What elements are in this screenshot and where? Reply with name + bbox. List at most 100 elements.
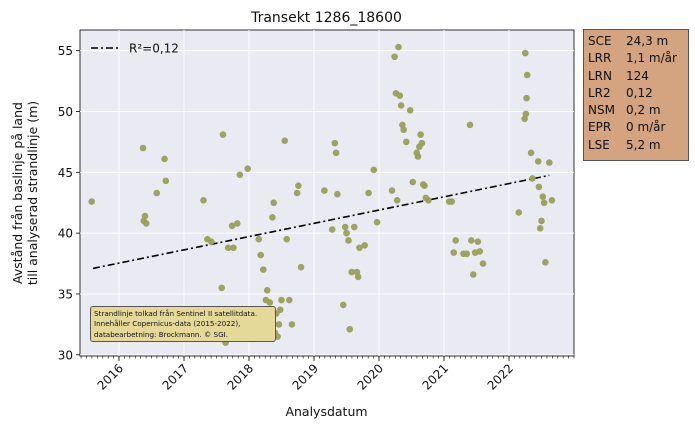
data-point: [244, 165, 251, 172]
data-point: [414, 153, 422, 160]
stats-value: 0,12: [626, 85, 653, 100]
stats-value: 1,1 m/år: [626, 51, 677, 66]
x-axis-label: Analysdatum: [285, 404, 367, 419]
stats-row-lr2: LR2 0,12: [588, 85, 688, 102]
data-source-note: Strandlinje tolkad från Sentinel II sate…: [90, 306, 276, 342]
data-point: [297, 263, 305, 271]
y-tick-label: 35: [58, 287, 73, 301]
stats-value: 24,3 m: [626, 34, 669, 48]
trend-line: [92, 174, 550, 270]
data-point: [143, 220, 150, 227]
data-point: [224, 244, 232, 252]
y-axis-label: Avstånd från baslinje på land till analy…: [10, 101, 40, 285]
data-point: [421, 182, 428, 190]
y-tick-label: 55: [58, 44, 73, 58]
y-tick-label: 30: [58, 348, 73, 362]
chart-title: Transekt 1286_18600: [250, 10, 402, 26]
data-point: [328, 226, 336, 233]
data-point: [523, 71, 531, 79]
stats-key: LRR: [588, 51, 612, 66]
data-point: [339, 301, 347, 309]
stats-value: 5,2 m: [626, 137, 661, 152]
data-point: [529, 175, 536, 182]
data-point: [523, 94, 530, 102]
data-point: [536, 224, 544, 232]
stats-value: 124: [626, 68, 649, 83]
data-point: [346, 325, 354, 333]
data-point: [270, 199, 278, 207]
y-tick-label: 40: [58, 227, 73, 241]
x-tick-label: 2020: [355, 361, 386, 392]
data-point: [228, 222, 236, 230]
data-point: [542, 259, 549, 266]
data-point: [403, 138, 410, 146]
x-tick-label: 2019: [290, 361, 321, 392]
data-point: [397, 102, 405, 109]
data-point: [373, 218, 381, 226]
stats-row-nsm: NSM 0,2 m: [588, 102, 688, 119]
x-tick-label: 2016: [95, 361, 126, 392]
data-point: [479, 260, 487, 267]
data-point: [278, 296, 285, 304]
data-point: [395, 43, 402, 51]
note-line-1: Strandlinje tolkad från Sentinel II sate…: [94, 309, 258, 318]
data-point: [522, 110, 530, 118]
data-point: [266, 299, 274, 306]
data-point: [515, 209, 523, 216]
data-point: [448, 198, 456, 205]
data-point: [230, 244, 237, 252]
data-point: [474, 238, 482, 245]
y-axis-label-line-1: Avstånd från baslinje på land: [10, 102, 25, 284]
data-point: [351, 223, 358, 231]
note-line-2: Innehåller Copernicus-data (2015-2022),: [94, 319, 241, 329]
data-point: [400, 126, 408, 134]
data-point: [361, 242, 369, 249]
data-point: [345, 237, 352, 244]
data-point: [388, 187, 396, 194]
data-point: [539, 193, 547, 200]
data-point: [356, 244, 363, 252]
data-point: [365, 189, 372, 197]
data-point: [534, 158, 542, 165]
data-point: [343, 229, 350, 237]
data-point: [354, 273, 362, 281]
data-point: [331, 139, 339, 147]
stats-row-lse: LSE 5,2 m: [588, 137, 688, 154]
data-point: [275, 321, 283, 328]
data-point: [162, 177, 170, 185]
data-point: [341, 223, 349, 231]
statistics-box: SCE 24,3 m LRR 1,1 m/år LRN 124 LR2 0,12 NSM…: [583, 29, 689, 161]
data-point: [418, 139, 426, 147]
data-point: [391, 53, 398, 61]
data-point: [255, 235, 263, 243]
data-point: [321, 187, 328, 194]
data-point: [88, 198, 95, 205]
data-point: [521, 49, 529, 57]
data-point: [452, 237, 460, 244]
data-point: [219, 131, 227, 138]
data-point: [425, 196, 432, 204]
data-point: [161, 155, 168, 163]
data-point: [348, 268, 356, 276]
data-point: [450, 249, 458, 256]
data-point: [540, 199, 548, 207]
x-tick-label: 2017: [160, 361, 191, 392]
data-point: [276, 306, 284, 314]
data-point: [548, 196, 556, 204]
data-point: [417, 131, 424, 138]
y-axis-label-line-2: till analyserad strandlinje (m): [25, 101, 40, 285]
data-point: [260, 266, 267, 273]
x-tick-label: 2022: [485, 361, 516, 392]
stats-row-lrr: LRR 1,1 m/år: [588, 50, 688, 67]
data-point: [393, 196, 401, 204]
plot-area: [79, 29, 575, 357]
data-point: [139, 144, 147, 152]
data-point: [283, 235, 291, 243]
legend: R²=0,12: [91, 42, 179, 56]
stats-key: LR2: [588, 85, 611, 100]
stats-key: LSE: [588, 137, 610, 152]
stats-key: EPR: [588, 120, 612, 135]
trend: [92, 174, 550, 270]
data-point: [463, 250, 471, 258]
y-tick-label: 45: [58, 166, 73, 180]
